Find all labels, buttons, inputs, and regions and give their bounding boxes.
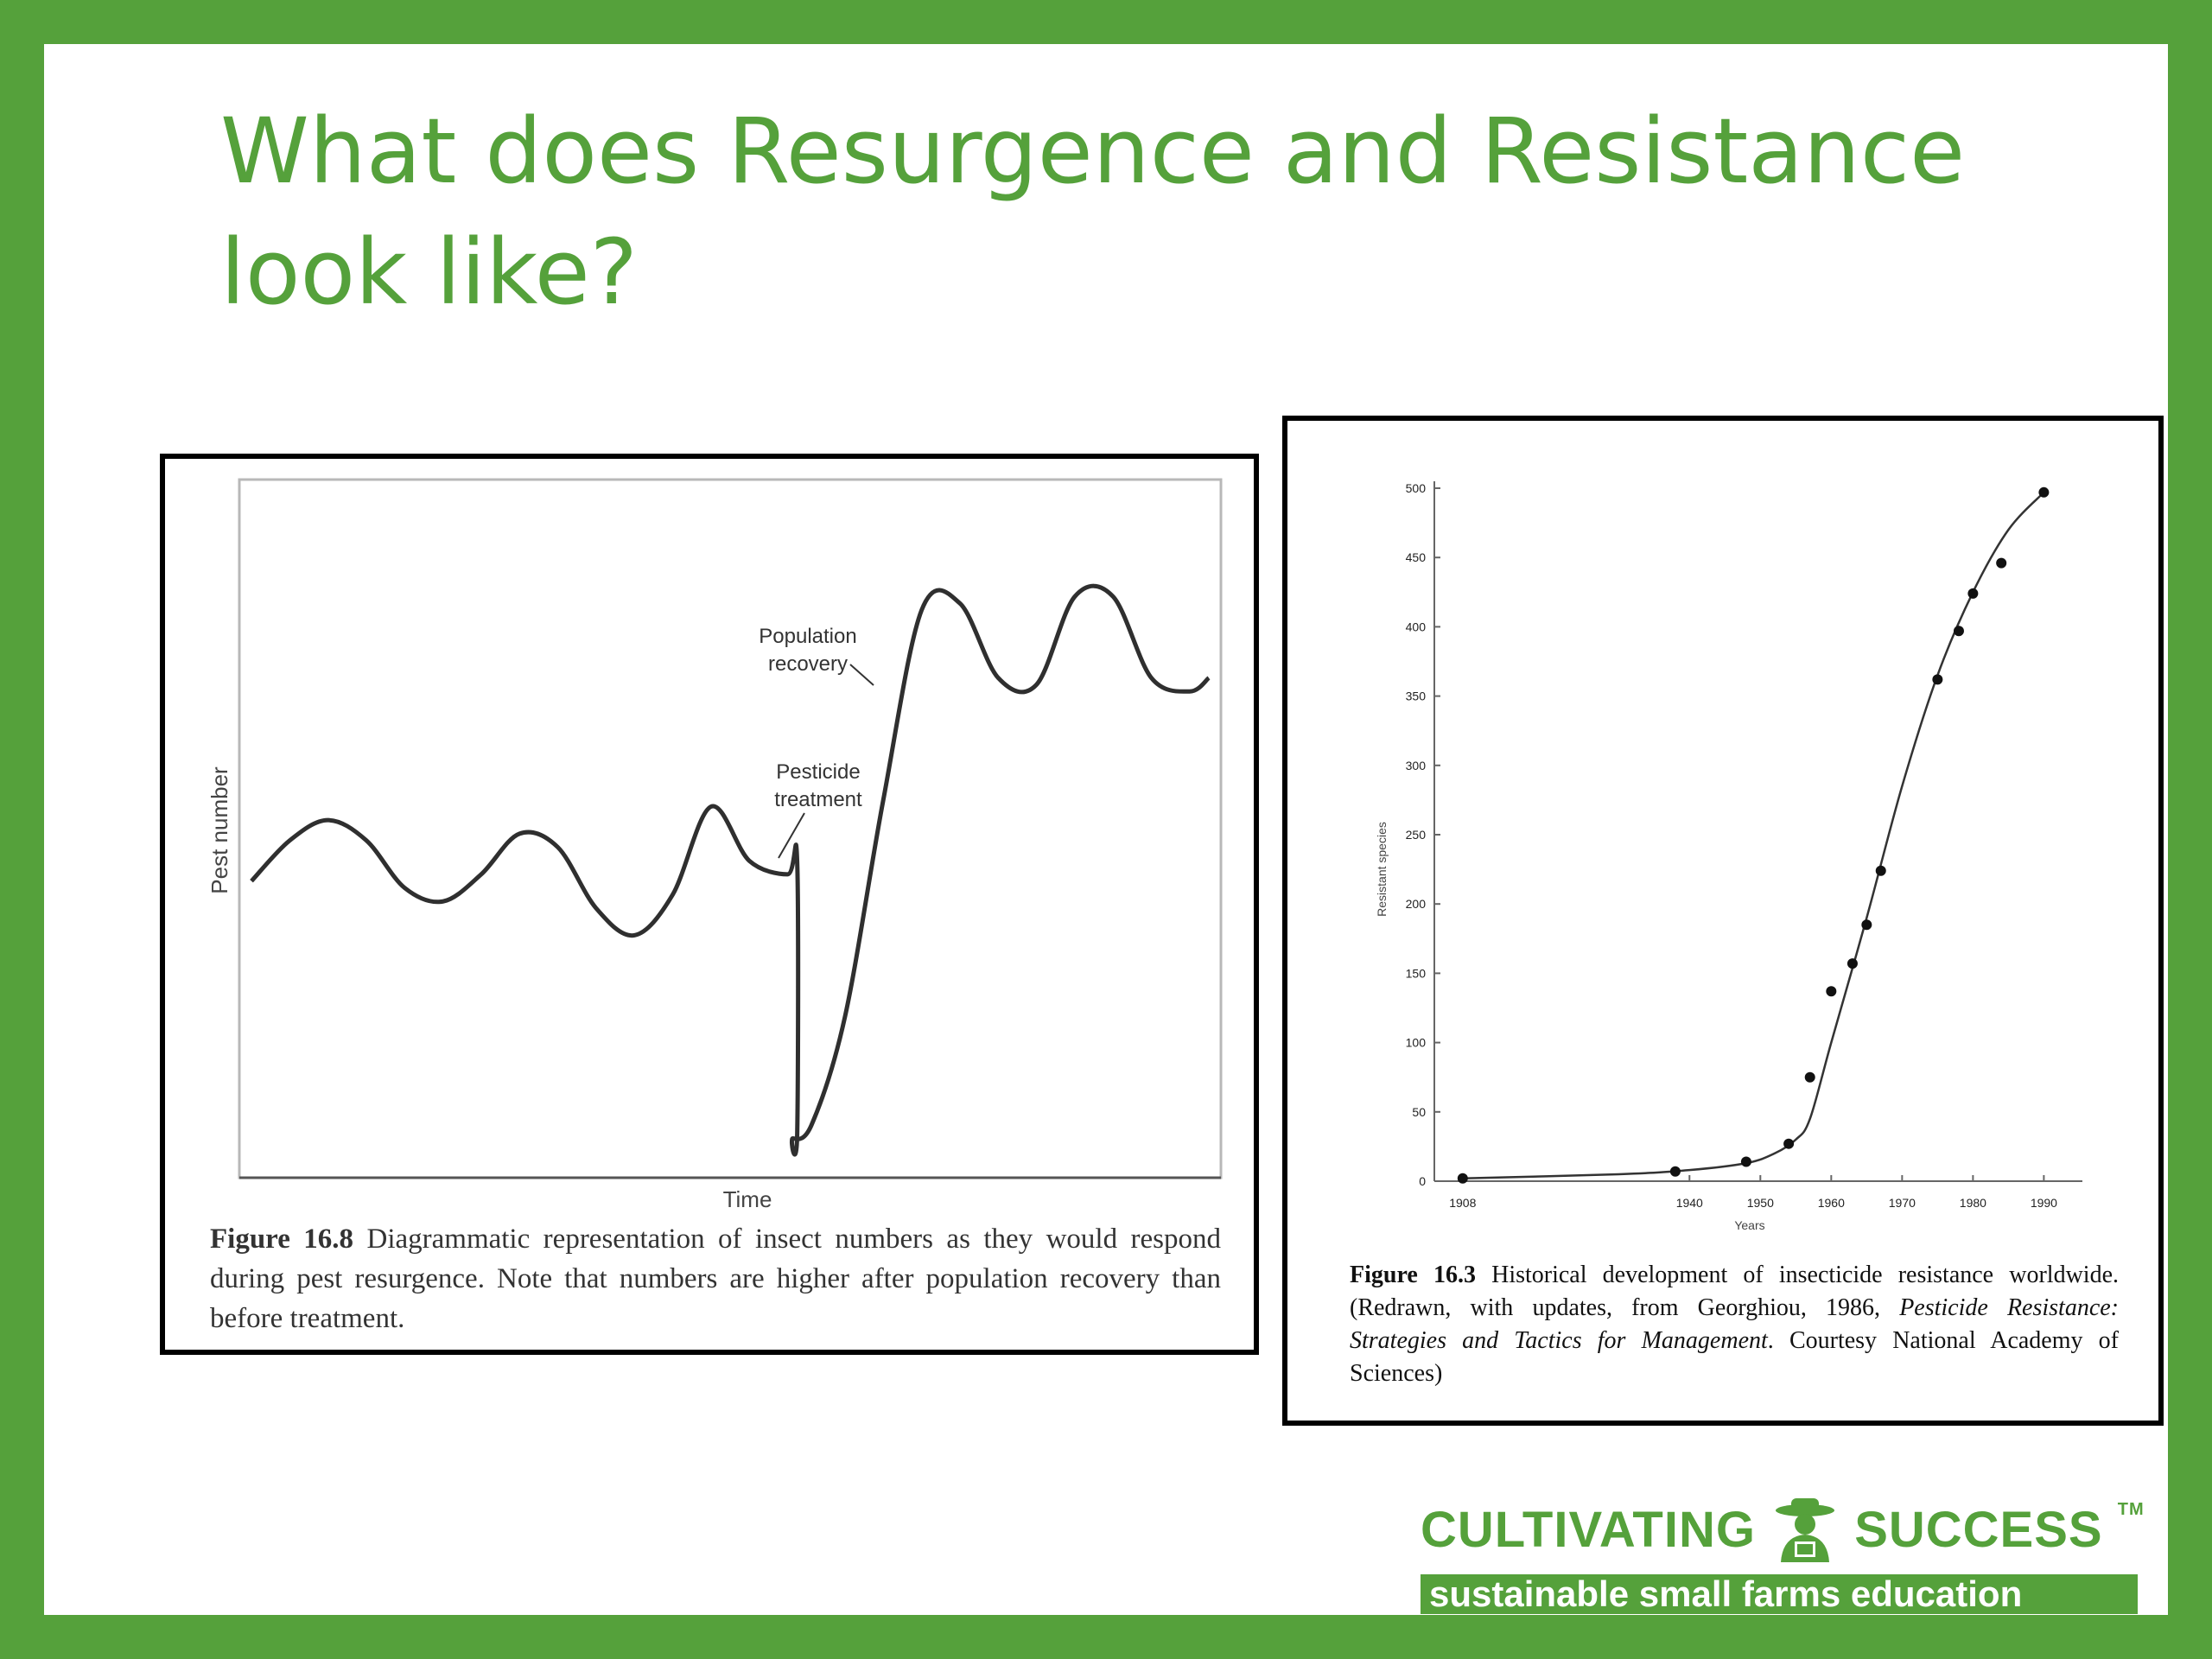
x-axis-title: Years <box>1734 1218 1764 1232</box>
cultivating-success-logo: CULTIVATING SUCCESS TM sustainable small… <box>1417 1493 2160 1623</box>
y-tick-label: 350 <box>1406 690 1427 703</box>
x-tick-label: 1970 <box>1889 1196 1916 1210</box>
caption-label: Figure 16.3 <box>1350 1262 1476 1288</box>
caption-text-end: . Courtesy National Academy of Sciences) <box>1350 1327 2119 1387</box>
data-point <box>2038 486 2050 498</box>
data-point <box>1932 674 1943 685</box>
data-point <box>1669 1166 1681 1177</box>
trend-line <box>1462 491 2045 1180</box>
y-tick-label: 0 <box>1419 1174 1426 1188</box>
data-point <box>1457 1173 1468 1184</box>
y-axis-title: Resistant species <box>1375 822 1389 917</box>
y-tick-label: 500 <box>1406 481 1427 495</box>
y-tick-label: 450 <box>1406 550 1427 564</box>
data-point <box>1967 588 1979 599</box>
data-point <box>1861 919 1872 931</box>
caption-text: Diagrammatic representation of insect nu… <box>210 1224 1221 1334</box>
x-tick-label: 1960 <box>1818 1196 1845 1210</box>
y-tick-label: 150 <box>1406 966 1427 980</box>
data-point <box>1996 557 2007 569</box>
y-tick-label: 400 <box>1406 620 1427 633</box>
y-tick-label: 100 <box>1406 1036 1427 1050</box>
y-axis-title: Pest number <box>207 766 232 894</box>
resistance-chart: 0 50 100 150 200 250 300 350 400 450 500 1908 1940 19… <box>1375 481 2082 1232</box>
logo-word-left: CULTIVATING <box>1421 1501 1756 1558</box>
x-tick-label: 1908 <box>1449 1196 1476 1210</box>
data-point <box>1804 1071 1815 1083</box>
data-point <box>1953 626 1964 637</box>
figure-resurgence-caption: Figure 16.8 Diagrammatic representation … <box>210 1219 1221 1338</box>
trademark-mark: TM <box>2117 1500 2145 1519</box>
y-tick-label: 200 <box>1406 897 1427 911</box>
logo-wordmark: CULTIVATING SUCCESS TM <box>1421 1497 2145 1562</box>
x-tick-label: 1940 <box>1676 1196 1703 1210</box>
farmer-icon <box>1776 1498 1835 1562</box>
caption-label: Figure 16.8 <box>210 1224 354 1255</box>
y-tick-label: 250 <box>1406 828 1427 842</box>
data-point <box>1740 1156 1751 1167</box>
annotation-population-recovery-pointer <box>849 664 874 686</box>
logo-tagline: sustainable small farms education <box>1421 1574 2138 1614</box>
data-point <box>1875 865 1886 876</box>
annotation-pesticide-treatment-line1: Pesticide <box>776 760 860 784</box>
x-tick-label: 1980 <box>1960 1196 1986 1210</box>
caption-book-title: Pesticide Resistance: Strategies and Tac… <box>1350 1294 2120 1354</box>
annotation-pesticide-treatment-line2: treatment <box>774 788 862 811</box>
y-tick-label: 300 <box>1406 759 1427 772</box>
logo-word-right: SUCCESS <box>1854 1501 2103 1558</box>
figure-resistance-caption: Figure 16.3 Historical development of in… <box>1350 1259 2119 1390</box>
x-tick-label: 1990 <box>2031 1196 2057 1210</box>
slide-title: What does Resurgence and Resistance look… <box>220 99 1966 325</box>
data-point <box>1783 1138 1795 1149</box>
x-tick-label: 1950 <box>1747 1196 1774 1210</box>
pest-number-line <box>250 583 1211 1157</box>
resurgence-chart: Time Pest number Population recovery Pestici… <box>207 478 1223 1212</box>
annotation-population-recovery-line1: Population <box>759 625 856 648</box>
annotation-population-recovery-line2: recovery <box>768 652 848 676</box>
figure-resurgence: Time Pest number Population recovery Pestici… <box>160 454 1259 1355</box>
data-point <box>1847 958 1858 969</box>
caption-text: Historical development of insecticide re… <box>1350 1262 2119 1321</box>
x-axis-title: Time <box>723 1186 772 1212</box>
y-tick-label: 50 <box>1412 1105 1426 1119</box>
annotation-pesticide-treatment-pointer <box>778 812 805 859</box>
data-point <box>1826 986 1837 997</box>
figure-resistance: 0 50 100 150 200 250 300 350 400 450 500 1908 1940 19… <box>1282 416 2164 1426</box>
